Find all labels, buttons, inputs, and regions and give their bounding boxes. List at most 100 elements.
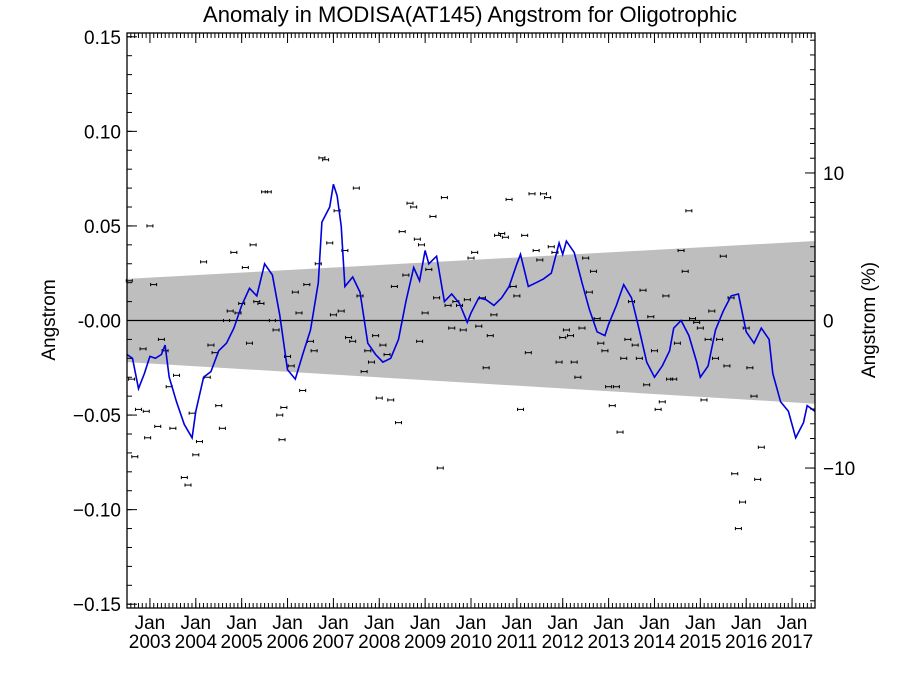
data-point (173, 373, 181, 377)
data-point (723, 364, 731, 368)
data-point (448, 326, 456, 330)
x-tick-month: Jan (226, 613, 257, 634)
y-tick-label: −0.15 (73, 595, 121, 616)
data-point (314, 262, 322, 266)
data-point (257, 301, 265, 306)
data-point (345, 335, 353, 340)
x-tick-year: 2007 (312, 632, 354, 653)
x-tick-year: 2005 (221, 632, 263, 653)
right-y-axis-label: Angstrom (%) (859, 262, 880, 378)
data-point (555, 360, 563, 364)
data-point (433, 296, 441, 300)
anomaly-points (125, 156, 765, 531)
data-point (559, 335, 567, 340)
data-point (578, 326, 586, 330)
data-point (467, 256, 475, 260)
data-point (650, 349, 658, 353)
x-tick-month: Jan (593, 613, 624, 634)
data-point (406, 201, 414, 205)
x-tick-month: Jan (639, 613, 670, 634)
data-point (750, 394, 758, 398)
data-point (421, 311, 429, 315)
data-point (291, 290, 299, 294)
x-tick-month: Jan (685, 613, 716, 634)
data-point (440, 195, 448, 200)
x-tick-month: Jan (135, 613, 166, 634)
right-tick-label: −10 (823, 459, 855, 480)
data-point (364, 349, 372, 353)
x-tick-month: Jan (502, 613, 533, 634)
data-point (249, 243, 257, 247)
data-point (628, 299, 636, 304)
data-point (337, 309, 345, 313)
data-point (425, 267, 433, 272)
y-axis-label: Angstrom (39, 279, 60, 360)
data-point (459, 328, 467, 332)
data-point (547, 245, 555, 249)
data-point (200, 260, 208, 264)
data-point (372, 334, 380, 338)
series-line (126, 184, 816, 441)
data-point (416, 339, 424, 343)
data-point (131, 455, 139, 459)
x-tick-year: 2009 (404, 632, 446, 653)
data-point (739, 500, 747, 504)
data-point (677, 248, 685, 253)
x-tick-month: Jan (547, 613, 578, 634)
data-point (494, 233, 502, 237)
chart-title: Anomaly in MODISA(AT145) Angstrom for Ol… (203, 2, 737, 27)
data-point (605, 385, 613, 389)
data-point (180, 475, 188, 480)
data-point (662, 294, 670, 298)
data-point (544, 195, 552, 200)
data-point (754, 477, 762, 481)
data-point (150, 282, 158, 287)
x-tick-year: 2011 (496, 632, 537, 653)
data-point (700, 398, 708, 402)
data-point (673, 341, 681, 345)
data-point (241, 265, 249, 270)
data-point (708, 309, 716, 313)
data-point (184, 483, 192, 487)
data-point (521, 233, 529, 237)
data-point (635, 356, 643, 360)
data-point (727, 296, 735, 300)
x-tick-year: 2016 (725, 632, 767, 653)
x-tick-month: Jan (456, 613, 487, 634)
band-area (127, 241, 815, 404)
data-point (280, 405, 288, 410)
data-point (410, 205, 418, 209)
x-tick-month: Jan (731, 613, 762, 634)
data-point (154, 424, 162, 429)
y-tick-label: 0.10 (84, 122, 121, 143)
data-point (349, 339, 357, 343)
data-point (562, 328, 570, 332)
data-point (463, 298, 471, 302)
data-point (704, 337, 712, 342)
data-point (685, 209, 693, 213)
smoothed-series (126, 184, 816, 441)
data-point (536, 258, 544, 262)
data-point (597, 341, 605, 345)
data-point (375, 396, 383, 400)
x-tick-year: 2003 (129, 632, 171, 653)
data-point (693, 320, 701, 324)
data-point (413, 237, 421, 241)
data-point (436, 466, 444, 470)
data-point (670, 377, 678, 381)
x-tick-year: 2010 (450, 632, 492, 653)
data-point (398, 230, 406, 234)
data-point (310, 349, 318, 353)
data-point (654, 407, 662, 411)
data-point (524, 351, 532, 355)
data-point (746, 366, 754, 370)
data-point (215, 404, 223, 408)
data-point (128, 377, 136, 381)
data-point (539, 192, 547, 196)
data-point (612, 385, 620, 389)
data-point (616, 430, 624, 434)
data-point (295, 311, 303, 315)
data-point (444, 303, 452, 307)
x-tick-month: Jan (318, 613, 349, 634)
